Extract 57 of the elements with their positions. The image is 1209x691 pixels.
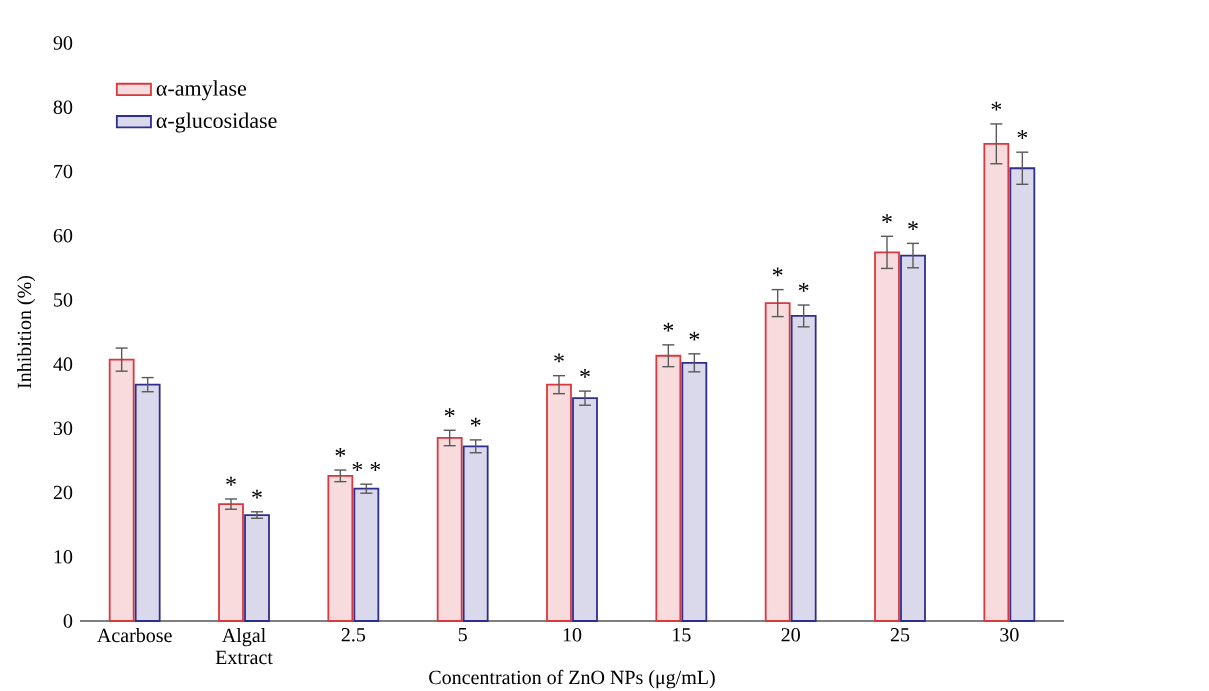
bar	[108, 358, 135, 622]
x-tick-label: 25	[890, 628, 910, 642]
bar	[764, 302, 791, 622]
annotation: *	[252, 489, 262, 499]
bar	[436, 437, 463, 622]
y-tick-label: 90	[53, 36, 73, 50]
y-tick-label: 40	[53, 357, 73, 371]
annotation: * *	[352, 462, 381, 471]
annotation: *	[908, 221, 918, 231]
bar	[655, 354, 682, 622]
y-tick-label: 50	[54, 293, 73, 307]
bar	[353, 487, 380, 622]
x-tick-label: 10	[563, 628, 582, 642]
bar	[790, 315, 817, 622]
annotation: *	[554, 353, 564, 363]
annotation: *	[444, 408, 455, 417]
annotation: *	[226, 476, 236, 486]
x-axis-title: Concentration of ZnO NPs (μg/mL)	[429, 669, 715, 689]
y-tick-label: 20	[53, 485, 73, 500]
y-tick-label: 0	[63, 614, 73, 628]
bar	[900, 254, 926, 622]
x-tick-label: 20	[781, 628, 800, 642]
legend-label: α-amylase	[156, 80, 247, 101]
bar	[462, 445, 489, 622]
y-axis-title: Inhibition (%)	[17, 275, 36, 389]
annotation: *	[772, 267, 783, 277]
annotation: *	[335, 447, 346, 457]
annotation: *	[1017, 130, 1028, 139]
x-tick-label: Acarbose	[97, 628, 172, 643]
legend-label: α-glucosidase	[156, 112, 277, 133]
bar	[874, 251, 900, 622]
bar	[681, 361, 708, 622]
y-tick-label: 70	[54, 164, 73, 179]
annotation: *	[580, 368, 590, 378]
bar	[244, 514, 270, 622]
annotation: *	[882, 214, 892, 224]
y-tick-label: 60	[53, 228, 73, 243]
x-tick-label: 15	[673, 628, 691, 642]
bar	[546, 383, 572, 622]
annotation: *	[663, 322, 674, 332]
annotation: *	[470, 417, 481, 427]
bar	[1009, 167, 1036, 622]
annotation: *	[689, 331, 700, 341]
y-tick-label: 30	[53, 421, 73, 436]
bar	[218, 503, 244, 622]
x-tick-label: 5	[458, 628, 467, 642]
annotation: *	[991, 101, 1002, 111]
y-tick-label: 10	[54, 550, 73, 564]
x-tick-label: 30	[1000, 628, 1019, 642]
bar	[134, 383, 161, 622]
x-tick-label: 2.5	[341, 628, 366, 642]
bar	[327, 474, 354, 622]
y-tick-label: 80	[53, 100, 73, 114]
bar	[572, 397, 598, 622]
x-tick-label: Algal Extract	[215, 628, 273, 665]
bar	[983, 142, 1010, 622]
annotation: *	[798, 282, 809, 292]
